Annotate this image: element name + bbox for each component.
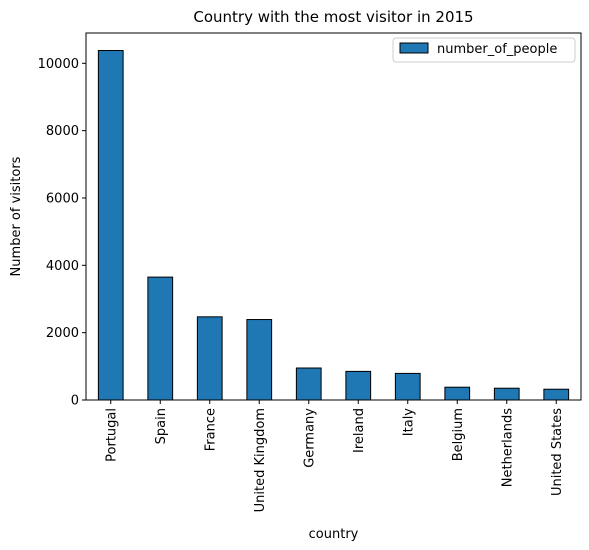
bar-united-kingdom xyxy=(246,319,273,401)
bar-italy xyxy=(394,372,421,401)
x-tick-label: Belgium xyxy=(451,408,466,461)
bar-portugal xyxy=(97,50,124,401)
x-tick-label: United Kingdom xyxy=(253,408,268,512)
x-axis-ticks: Portugal Spain France United Kingdom Germany… xyxy=(104,400,565,512)
x-tick-label: Portugal xyxy=(104,408,119,462)
legend-box xyxy=(392,37,576,63)
legend-swatch xyxy=(399,42,429,54)
bar-netherlands xyxy=(493,387,520,401)
legend-label: number_of_people xyxy=(437,42,557,57)
bar-germany xyxy=(295,367,322,401)
bar-belgium xyxy=(444,386,471,401)
y-axis-title: Number of visitors xyxy=(9,156,24,276)
legend: number_of_people xyxy=(392,37,576,63)
bar-france xyxy=(196,316,223,401)
y-axis-ticks: 0 2000 4000 6000 8000 10000 xyxy=(38,57,86,409)
x-axis-title: country xyxy=(309,527,359,542)
x-tick-label: United States xyxy=(550,408,565,496)
y-tick-label: 8000 xyxy=(46,124,79,139)
bar-united-states xyxy=(543,388,570,401)
y-tick-label: 0 xyxy=(71,394,79,409)
bar-spain xyxy=(147,276,174,401)
x-tick-label: Spain xyxy=(154,408,169,444)
plot-area-frame xyxy=(85,32,582,401)
x-tick-label: France xyxy=(203,408,218,451)
chart-title: Country with the most visitor in 2015 xyxy=(193,8,473,26)
bar-ireland xyxy=(345,370,372,401)
y-tick-label: 10000 xyxy=(38,57,79,72)
y-tick-label: 6000 xyxy=(46,191,79,206)
x-tick-label: Germany xyxy=(302,408,317,468)
bars-group xyxy=(97,50,570,401)
y-tick-label: 2000 xyxy=(46,326,79,341)
x-tick-label: Italy xyxy=(401,408,416,437)
x-tick-label: Ireland xyxy=(352,408,367,453)
y-tick-label: 4000 xyxy=(46,259,79,274)
x-tick-label: Netherlands xyxy=(500,408,515,487)
